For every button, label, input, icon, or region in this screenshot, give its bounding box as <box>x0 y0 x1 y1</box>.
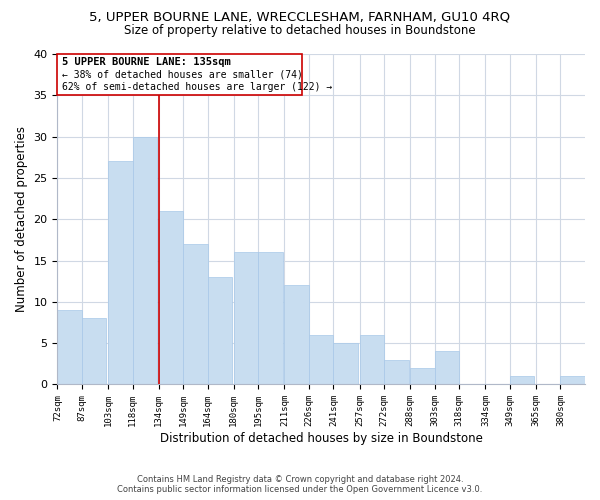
Bar <box>234 252 259 384</box>
Bar <box>133 136 157 384</box>
FancyBboxPatch shape <box>58 54 302 96</box>
Text: Contains HM Land Registry data © Crown copyright and database right 2024.
Contai: Contains HM Land Registry data © Crown c… <box>118 474 482 494</box>
Bar <box>82 318 106 384</box>
Bar <box>284 286 309 384</box>
Text: 62% of semi-detached houses are larger (122) →: 62% of semi-detached houses are larger (… <box>62 82 332 92</box>
Bar <box>384 360 409 384</box>
Text: Size of property relative to detached houses in Boundstone: Size of property relative to detached ho… <box>124 24 476 37</box>
Bar <box>560 376 585 384</box>
Bar <box>510 376 535 384</box>
Bar <box>359 335 384 384</box>
Bar <box>259 252 283 384</box>
Bar <box>58 310 82 384</box>
Bar <box>158 211 183 384</box>
Bar <box>183 244 208 384</box>
Text: 5 UPPER BOURNE LANE: 135sqm: 5 UPPER BOURNE LANE: 135sqm <box>62 58 231 68</box>
Bar <box>334 343 358 384</box>
Bar <box>108 162 133 384</box>
X-axis label: Distribution of detached houses by size in Boundstone: Distribution of detached houses by size … <box>160 432 482 445</box>
Y-axis label: Number of detached properties: Number of detached properties <box>15 126 28 312</box>
Bar <box>309 335 334 384</box>
Text: 5, UPPER BOURNE LANE, WRECCLESHAM, FARNHAM, GU10 4RQ: 5, UPPER BOURNE LANE, WRECCLESHAM, FARNH… <box>89 11 511 24</box>
Bar <box>435 352 459 384</box>
Bar <box>208 277 232 384</box>
Bar <box>410 368 435 384</box>
Text: ← 38% of detached houses are smaller (74): ← 38% of detached houses are smaller (74… <box>62 70 303 80</box>
